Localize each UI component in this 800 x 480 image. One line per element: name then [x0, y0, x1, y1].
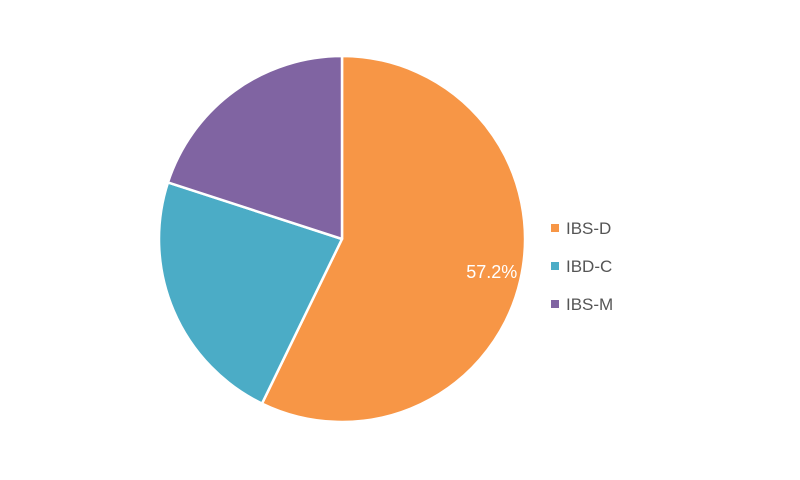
legend-item-ibs-d[interactable]: IBS-D: [551, 209, 613, 247]
chart-legend: IBS-D IBD-C IBS-M: [551, 209, 613, 323]
legend-swatch-ibs-d: [551, 224, 559, 232]
slice-data-label-ibs-d: 57.2%: [466, 262, 517, 282]
legend-label-ibd-c: IBD-C: [566, 256, 613, 276]
legend-item-ibs-m[interactable]: IBS-M: [551, 285, 613, 323]
legend-swatch-ibs-m: [551, 300, 559, 308]
pie-slice-ibs-m[interactable]: [166, 54, 344, 241]
legend-swatch-ibd-c: [551, 262, 559, 270]
legend-label-ibs-m: IBS-M: [566, 294, 614, 314]
pie-slice-ibd-c[interactable]: [157, 181, 344, 405]
legend-label-ibs-d: IBS-D: [566, 218, 612, 238]
pie-slice-ibs-d[interactable]: [260, 54, 527, 424]
legend-item-ibd-c[interactable]: IBD-C: [551, 247, 613, 285]
